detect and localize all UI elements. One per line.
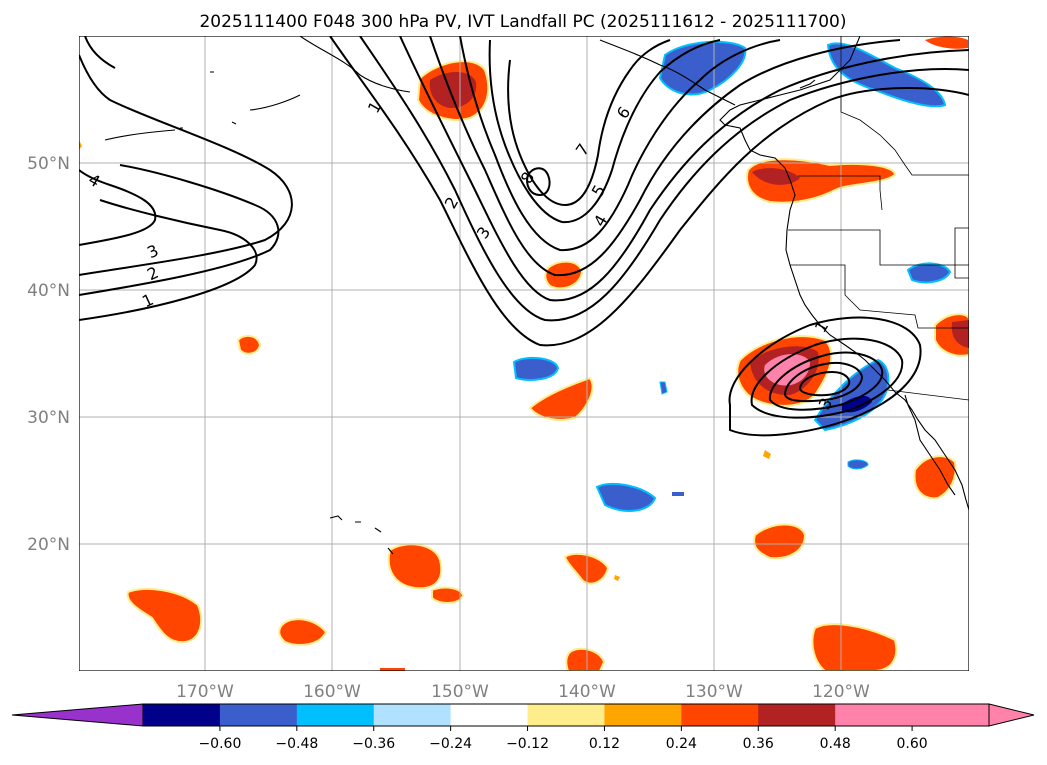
lat-label: 40°N [27, 281, 70, 301]
colorbar-segment [527, 704, 605, 726]
colorbar-tick-label: −0.60 [198, 736, 241, 752]
latitude-labels: 50°N 40°N 30°N 20°N [27, 154, 70, 555]
colorbar-extend-max [988, 703, 1035, 727]
colorbar-tick-label: −0.24 [429, 736, 472, 752]
colorbar-segment [373, 704, 452, 726]
colorbar-tick-label: 0.24 [666, 736, 697, 752]
colorbar-tick-label: 0.12 [589, 736, 620, 752]
figure-title: 2025111400 F048 300 hPa PV, IVT Landfall… [199, 12, 846, 32]
colorbar-segment [296, 704, 375, 726]
borders [788, 36, 969, 401]
lat-label: 50°N [27, 154, 70, 174]
lon-label: 130°W [685, 682, 743, 702]
colorbar-frame [142, 703, 990, 727]
colorbar-segment [681, 704, 759, 726]
colorbar-tick-label: 0.48 [820, 736, 851, 752]
colorbar-segment [912, 704, 990, 726]
colorbar-segment [143, 704, 221, 726]
pv-positive-core [429, 72, 477, 108]
colorbar-tick-label: 0.60 [897, 736, 928, 752]
lat-label: 20°N [27, 535, 70, 555]
pv-negative-anomaly [826, 42, 947, 108]
colorbar-segment [758, 704, 836, 726]
lon-label: 150°W [431, 682, 489, 702]
lon-label: 170°W [176, 682, 234, 702]
colorbar-tick-label: −0.36 [352, 736, 395, 752]
pv-shading [79, 36, 969, 671]
lat-label: 30°N [27, 408, 70, 428]
longitude-labels: 170°W 160°W 150°W 140°W 130°W 120°W [176, 682, 870, 702]
lon-label: 160°W [303, 682, 361, 702]
lon-label: 140°W [558, 682, 616, 702]
colorbar-segment [835, 704, 913, 726]
lon-label: 120°W [812, 682, 870, 702]
colorbar-tick-label: 0.36 [743, 736, 774, 752]
colorbar-tick-label: −0.48 [275, 736, 318, 752]
map-panel: 1 2 3 4 5 6 7 8 4 3 2 1 1 3 [79, 36, 969, 671]
ivt-contours [79, 36, 969, 437]
colorbar-segment [219, 704, 298, 726]
colorbar-segment [450, 704, 529, 726]
colorbar-segment [604, 704, 682, 726]
colorbar: −0.60 −0.48 −0.36 −0.24 −0.12 0.12 0.24 0.36 0.4… [11, 703, 1035, 752]
colorbar-tick-label: −0.12 [506, 736, 549, 752]
colorbar-extend-min [11, 703, 144, 727]
